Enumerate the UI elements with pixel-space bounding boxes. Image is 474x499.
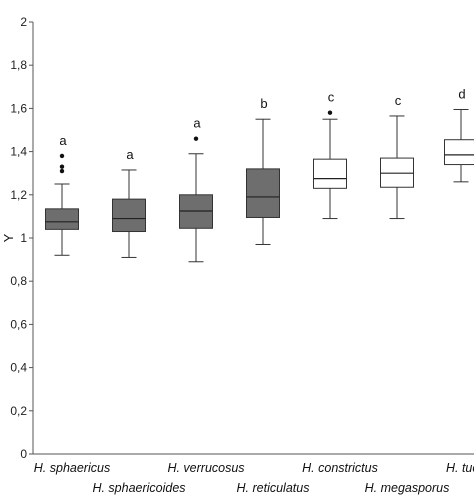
box-iqr: [112, 198, 146, 233]
significance-letter: c: [395, 93, 402, 108]
outlier-point: [59, 168, 65, 174]
y-tick-label: 1,2: [10, 188, 27, 202]
y-axis-label: Y: [1, 233, 16, 242]
significance-letter: a: [193, 116, 201, 131]
box-iqr: [313, 158, 347, 189]
category-label: H. tucum: [446, 461, 474, 475]
y-tick-label: 2: [20, 15, 27, 29]
outlier-point: [193, 136, 199, 141]
significance-letter: c: [328, 90, 335, 105]
y-tick-label: 0,8: [10, 274, 27, 288]
category-label: H. sphaericoides: [92, 481, 185, 495]
category-label: H. sphaericus: [34, 461, 110, 475]
y-tick-label: 1: [20, 231, 27, 245]
significance-letter: a: [126, 147, 134, 162]
significance-letter: a: [59, 133, 67, 148]
y-tick-label: 0,2: [10, 404, 27, 418]
significance-letter: b: [260, 96, 267, 111]
box-iqr: [45, 208, 79, 230]
significance-letter: d: [458, 86, 465, 101]
box-iqr: [444, 139, 474, 166]
category-label: H. reticulatus: [237, 481, 310, 495]
y-tick-label: 0,6: [10, 317, 27, 331]
category-label: H. megasporus: [365, 481, 450, 495]
y-tick-label: 1,4: [10, 145, 27, 159]
y-tick-label: 1,8: [10, 58, 27, 72]
category-label: H. verrucosus: [167, 461, 244, 475]
outlier-point: [59, 153, 65, 159]
outlier-point: [59, 164, 65, 169]
y-tick-label: 1,6: [10, 101, 27, 115]
category-label: H. constrictus: [302, 461, 378, 475]
box-iqr: [246, 168, 280, 218]
y-tick-label: 0: [20, 447, 27, 461]
y-tick-label: 0,4: [10, 361, 27, 375]
outlier-point: [327, 110, 333, 115]
